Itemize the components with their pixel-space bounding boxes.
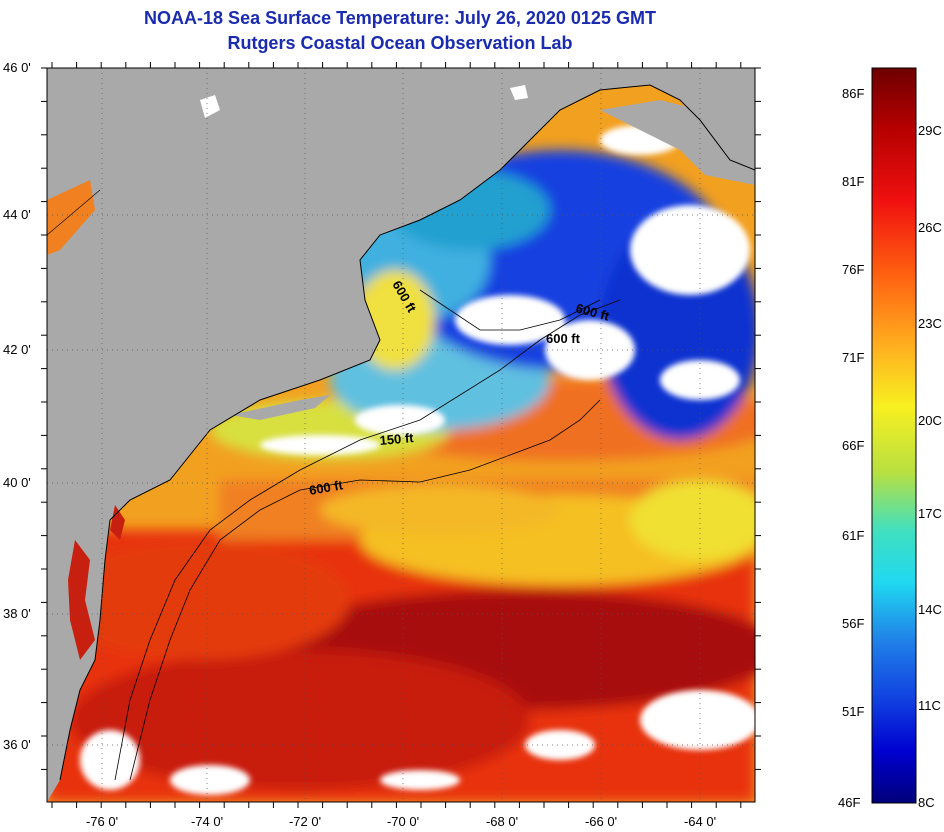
c-label: 23C — [918, 316, 942, 331]
latitude-labels: 46 0' 44 0' 42 0' 40 0' 38 0' 36 0' — [3, 60, 31, 752]
land-area-nova-scotia — [600, 100, 755, 185]
f-label: 61F — [842, 528, 864, 543]
lon-label: -64 0' — [684, 814, 716, 829]
c-label: 20C — [918, 413, 942, 428]
lon-label: -70 0' — [387, 814, 419, 829]
fahrenheit-labels: 86F 81F 76F 71F 66F 61F 56F 51F 46F — [838, 86, 864, 810]
lon-label: -76 0' — [86, 814, 118, 829]
contour-label: 600 ft — [308, 477, 345, 498]
lon-label: -72 0' — [289, 814, 321, 829]
c-label: 11C — [918, 698, 941, 713]
map-title: NOAA-18 Sea Surface Temperature: July 26… — [144, 8, 656, 28]
f-label: 46F — [838, 795, 860, 810]
f-label: 56F — [842, 616, 864, 631]
lon-label: -74 0' — [191, 814, 223, 829]
f-label: 76F — [842, 262, 864, 277]
lat-label: 46 0' — [3, 60, 31, 75]
lon-label: -68 0' — [486, 814, 518, 829]
longitude-labels: -76 0' -74 0' -72 0' -70 0' -68 0' -66 0… — [86, 814, 716, 829]
celsius-labels: 29C 26C 23C 20C 17C 14C 11C 8C — [918, 123, 942, 810]
f-label: 71F — [842, 350, 864, 365]
contour-label: 600 ft — [546, 331, 581, 346]
f-label: 51F — [842, 704, 864, 719]
c-label: 26C — [918, 220, 942, 235]
lat-label: 42 0' — [3, 342, 31, 357]
c-label: 17C — [918, 506, 942, 521]
colorbar: 86F 81F 76F 71F 66F 61F 56F 51F 46F 29C … — [838, 67, 942, 810]
lon-label: -66 0' — [585, 814, 617, 829]
contour-label: 150 ft — [379, 430, 415, 448]
lat-label: 44 0' — [3, 207, 31, 222]
land-area-long-island — [230, 395, 330, 420]
map-subtitle: Rutgers Coastal Ocean Observation Lab — [227, 33, 573, 53]
c-label: 14C — [918, 602, 942, 617]
land-area — [47, 68, 755, 802]
c-label: 29C — [918, 123, 942, 138]
f-label: 66F — [842, 438, 864, 453]
f-label: 81F — [842, 174, 864, 189]
c-label: 8C — [918, 795, 935, 810]
lat-label: 40 0' — [3, 475, 31, 490]
lat-label: 38 0' — [3, 606, 31, 621]
lat-label: 36 0' — [3, 737, 31, 752]
colorbar-gradient — [871, 67, 917, 804]
f-label: 86F — [842, 86, 864, 101]
